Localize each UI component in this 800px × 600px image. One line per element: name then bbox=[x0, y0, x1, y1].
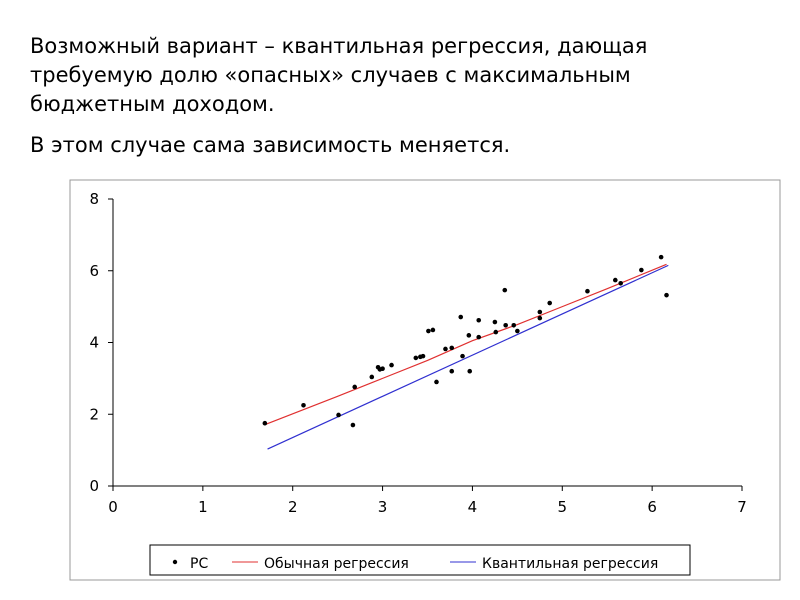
data-point bbox=[466, 333, 472, 338]
x-tick-label: 6 bbox=[647, 498, 657, 516]
x-tick-label: 2 bbox=[288, 498, 298, 516]
data-point bbox=[476, 317, 482, 323]
data-point bbox=[460, 353, 465, 359]
data-point bbox=[493, 329, 499, 335]
data-point bbox=[389, 362, 394, 368]
data-point bbox=[413, 355, 419, 361]
data-point bbox=[301, 402, 306, 408]
data-point bbox=[664, 292, 669, 298]
legend-label-ols: Обычная регрессия bbox=[264, 556, 409, 572]
legend: PC Обычная регрессия Квантильная регресс… bbox=[149, 544, 691, 576]
data-point bbox=[585, 288, 590, 294]
data-point bbox=[613, 277, 618, 283]
data-point bbox=[426, 328, 431, 334]
data-point bbox=[492, 319, 498, 325]
data-point bbox=[430, 327, 436, 333]
data-point bbox=[502, 287, 508, 293]
x-tick-label: 5 bbox=[558, 498, 568, 516]
data-point bbox=[639, 267, 644, 273]
data-point bbox=[380, 366, 385, 371]
data-point bbox=[511, 322, 517, 328]
legend-label-quantile: Квантильная регрессия bbox=[482, 556, 658, 572]
data-point bbox=[369, 374, 375, 380]
data-point bbox=[503, 322, 508, 328]
data-point bbox=[467, 368, 473, 374]
quantile-regression-line bbox=[267, 264, 669, 450]
y-tick-label: 4 bbox=[89, 334, 99, 352]
data-point bbox=[434, 379, 439, 385]
y-tick-label: 8 bbox=[89, 190, 99, 208]
data-point bbox=[476, 334, 482, 340]
data-point bbox=[336, 412, 341, 418]
x-tick-label: 7 bbox=[737, 498, 747, 516]
data-point bbox=[458, 314, 464, 320]
x-tick-label: 1 bbox=[198, 498, 208, 516]
data-point bbox=[658, 254, 664, 260]
data-point bbox=[262, 420, 268, 426]
data-point bbox=[537, 309, 543, 315]
data-point bbox=[449, 368, 455, 374]
x-tick-label: 4 bbox=[468, 498, 478, 516]
data-point bbox=[420, 353, 426, 359]
data-point bbox=[515, 328, 520, 334]
x-tick-label: 3 bbox=[378, 498, 388, 516]
y-tick-label: 6 bbox=[89, 262, 99, 280]
slide-paragraph-2: В этом случае сама зависимость меняется. bbox=[30, 133, 511, 157]
data-point bbox=[350, 422, 356, 428]
chart-frame bbox=[69, 179, 781, 581]
legend-label-pc: PC bbox=[190, 556, 208, 572]
data-point bbox=[443, 346, 448, 352]
data-point bbox=[547, 300, 553, 306]
y-tick-label: 0 bbox=[89, 477, 99, 495]
legend-marker-pc bbox=[172, 559, 178, 565]
slide-paragraph-1: Возможный вариант – квантильная регресси… bbox=[30, 34, 648, 116]
ols-regression-line bbox=[265, 263, 667, 425]
x-tick-label: 0 bbox=[108, 498, 118, 516]
data-point bbox=[537, 315, 543, 321]
data-point bbox=[618, 281, 623, 286]
data-point bbox=[449, 345, 455, 351]
data-point bbox=[352, 384, 358, 390]
y-tick-label: 2 bbox=[89, 405, 99, 423]
